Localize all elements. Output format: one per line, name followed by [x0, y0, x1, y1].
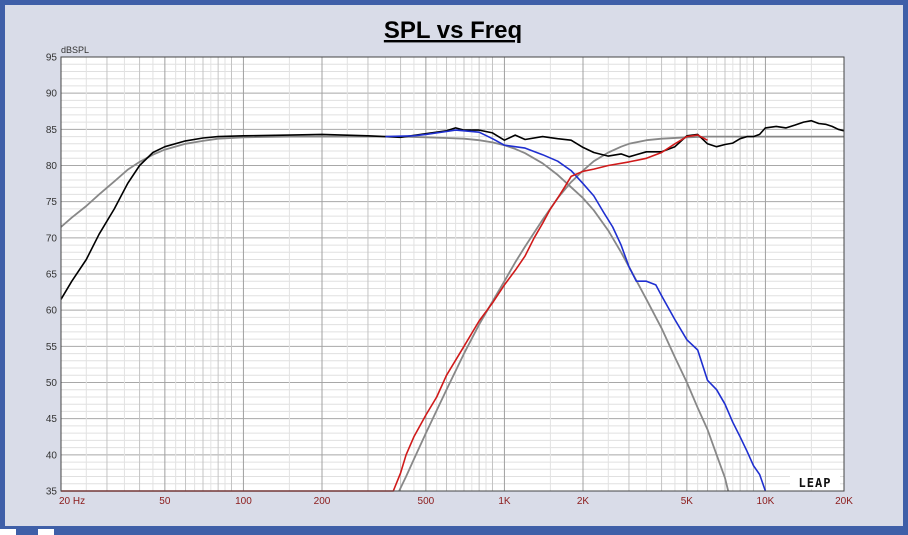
y-axis-label: dBSPL — [61, 45, 89, 55]
y-tick-label: 65 — [46, 270, 58, 281]
x-tick-label: 500 — [418, 496, 435, 507]
x-tick-label: 5K — [681, 496, 694, 507]
chart-title: SPL vs Freq — [384, 17, 522, 44]
x-tick-labels: 20 Hz 50 100 200 500 1K 2K 5K 10K 20K — [59, 496, 853, 507]
y-tick-label: 55 — [46, 342, 58, 353]
logo-text: LEAP — [799, 476, 832, 490]
y-tick-label: 50 — [46, 378, 58, 389]
leap-logo: LEAP — [790, 476, 840, 490]
y-tick-label: 90 — [46, 89, 58, 100]
y-tick-label: 45 — [46, 414, 58, 425]
window-bottom-border — [0, 526, 908, 535]
series-line — [60, 119, 845, 300]
y-tick-label: 40 — [46, 450, 58, 461]
x-tick-label: 20 Hz — [59, 496, 85, 507]
grid-lines — [60, 56, 845, 492]
border-notch-left — [0, 529, 16, 535]
y-tick-label: 60 — [46, 306, 58, 317]
y-tick-label: 95 — [46, 53, 58, 64]
x-tick-label: 100 — [235, 496, 252, 507]
x-tick-label: 10K — [757, 496, 775, 507]
y-tick-labels: 95 90 85 80 75 70 65 60 55 50 45 40 35 — [46, 53, 58, 498]
x-tick-label: 1K — [498, 496, 511, 507]
y-tick-label: 35 — [46, 487, 58, 498]
border-notch-right — [38, 529, 54, 535]
y-tick-label: 70 — [46, 233, 58, 244]
y-tick-label: 75 — [46, 197, 58, 208]
logo-background — [790, 476, 840, 489]
y-tick-label: 80 — [46, 161, 58, 172]
curves — [60, 119, 845, 492]
x-tick-label: 50 — [159, 496, 171, 507]
series-line — [61, 134, 708, 492]
x-tick-label: 20K — [835, 496, 853, 507]
y-tick-label: 85 — [46, 125, 58, 136]
series-line — [60, 135, 730, 492]
x-tick-label: 2K — [577, 496, 590, 507]
plot-frame — [60, 56, 845, 492]
x-tick-label: 200 — [314, 496, 331, 507]
spl-chart: SPL vs Freq dBSPL 95 90 85 80 75 70 65 60 55 50 45… — [5, 5, 903, 526]
series-line — [385, 129, 767, 492]
